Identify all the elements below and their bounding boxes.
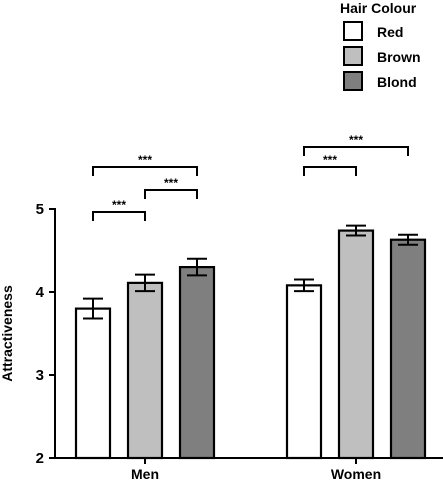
significance-bracket-men-red-brown: *** — [92, 198, 146, 221]
error-bar-men-blond — [187, 257, 207, 277]
significance-bracket-women-red-brown: *** — [303, 153, 357, 176]
bar-men-brown — [126, 281, 164, 460]
significance-label: *** — [323, 153, 337, 167]
bar-women-blond — [389, 238, 427, 460]
x-tick-label-men: Men — [131, 466, 159, 480]
error-bar-women-brown — [346, 224, 366, 237]
error-bar-women-red — [294, 278, 314, 293]
bar-women-brown — [337, 229, 375, 460]
error-bar-men-brown — [135, 273, 155, 293]
bar-men-blond — [178, 266, 216, 460]
bar-men-red — [74, 307, 112, 460]
y-tick-label-4: 4 — [36, 284, 45, 301]
legend-swatch-brown — [343, 46, 363, 66]
significance-bracket-men-red-blond: *** — [92, 153, 198, 176]
legend-title: Hair Colour — [340, 0, 417, 16]
legend: Hair Colour Red Brown Blond — [340, 0, 421, 91]
significance-bracket-women-red-blond: *** — [303, 133, 409, 156]
legend-label-brown: Brown — [377, 49, 421, 65]
bar-women-red — [285, 284, 323, 460]
y-tick-label-5: 5 — [36, 201, 44, 218]
significance-label: *** — [349, 133, 363, 147]
y-tick-label-2: 2 — [36, 450, 44, 467]
legend-swatch-red — [343, 21, 363, 41]
error-bar-men-red — [83, 297, 103, 320]
significance-bracket-men-brown-blond: *** — [144, 176, 198, 199]
y-axis-title: Attractiveness — [0, 285, 15, 382]
legend-label-blond: Blond — [377, 74, 417, 90]
legend-label-red: Red — [377, 24, 403, 40]
x-tick-label-women: Women — [331, 466, 381, 480]
significance-label: *** — [164, 176, 178, 190]
significance-label: *** — [138, 153, 152, 167]
error-bar-women-blond — [398, 233, 418, 246]
y-tick-label-3: 3 — [36, 367, 44, 384]
plot-area: 2 3 4 5 Men Women *** *** *** *** *** — [36, 133, 443, 480]
legend-swatch-blond — [343, 71, 363, 91]
significance-label: *** — [112, 198, 126, 212]
